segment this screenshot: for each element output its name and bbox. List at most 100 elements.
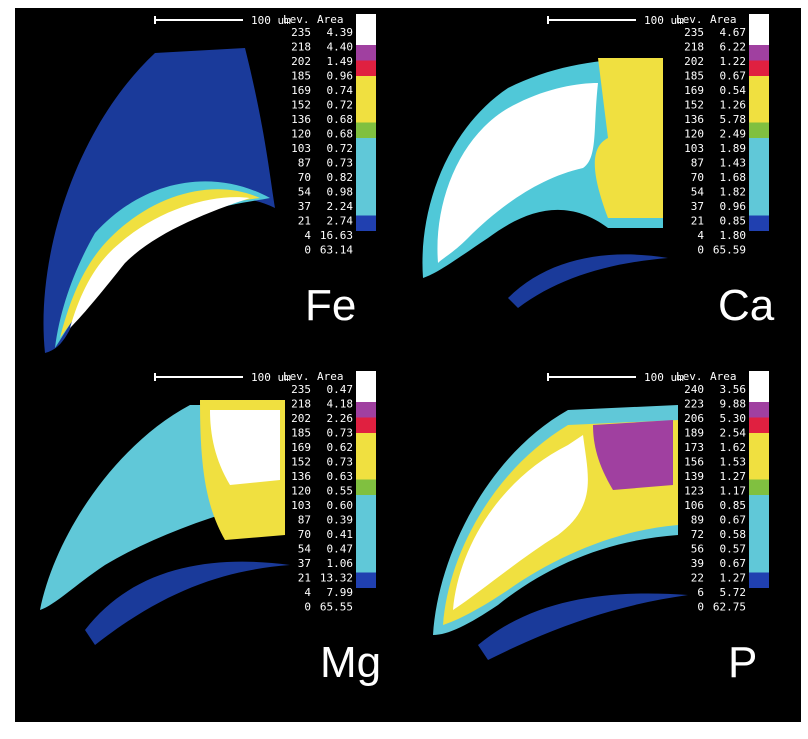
area-value: 3.56 (720, 383, 747, 396)
level-value: 169 (291, 84, 311, 97)
color-bar-segment (356, 14, 376, 30)
area-value: 0.41 (327, 528, 354, 541)
color-bar-segment (749, 526, 769, 542)
color-bar-segment (356, 231, 376, 247)
color-bar-segment (749, 14, 769, 30)
level-value: 4 (304, 229, 311, 242)
color-bar-segment (356, 387, 376, 403)
area-value: 7.99 (327, 586, 354, 599)
color-bar-segment (749, 30, 769, 46)
color-bar-segment (749, 107, 769, 123)
color-bar-segment (356, 511, 376, 527)
color-bar-segment (749, 371, 769, 387)
level-value: 185 (684, 70, 704, 83)
area-value: 65.55 (320, 601, 353, 614)
level-value: 70 (298, 171, 311, 184)
area-value: 65.59 (713, 244, 746, 257)
level-value: 21 (298, 572, 311, 585)
color-bar-segment (749, 216, 769, 232)
area-value: 2.54 (720, 427, 747, 440)
color-bar-segment (356, 200, 376, 216)
element-label: Mg (320, 638, 381, 687)
area-value: 1.27 (720, 572, 747, 585)
area-value: 1.26 (720, 99, 747, 112)
level-value: 106 (684, 499, 704, 512)
color-bar-segment (356, 464, 376, 480)
area-value: 0.73 (327, 456, 354, 469)
level-value: 37 (298, 557, 311, 570)
color-bar-segment (749, 433, 769, 449)
area-value: 1.53 (720, 456, 747, 469)
level-value: 54 (298, 186, 312, 199)
area-value: 2.26 (327, 412, 354, 425)
area-value: 2.49 (720, 128, 747, 141)
level-value: 123 (684, 485, 704, 498)
color-bar-segment (356, 123, 376, 139)
level-value: 120 (291, 485, 311, 498)
level-value: 4 (304, 586, 311, 599)
level-value: 37 (691, 200, 704, 213)
area-value: 4.39 (327, 26, 354, 39)
level-value: 139 (684, 470, 704, 483)
header-level: Lev. (283, 370, 310, 383)
level-value: 54 (298, 543, 312, 556)
area-value: 4.67 (720, 26, 747, 39)
area-value: 0.73 (327, 427, 354, 440)
area-value: 4.18 (327, 398, 354, 411)
color-bar-segment (749, 45, 769, 61)
color-bar-segment (356, 402, 376, 418)
area-value: 0.47 (327, 383, 354, 396)
color-bar-segment (356, 371, 376, 387)
level-value: 120 (684, 128, 704, 141)
color-bar-segment (356, 418, 376, 434)
level-value: 22 (691, 572, 704, 585)
color-bar-segment (356, 138, 376, 154)
area-value: 1.43 (720, 157, 747, 170)
area-value: 1.68 (720, 171, 747, 184)
level-value: 152 (291, 456, 311, 469)
area-value: 0.68 (327, 113, 354, 126)
area-value: 0.72 (327, 142, 354, 155)
color-bar-segment (749, 138, 769, 154)
area-value: 62.75 (713, 601, 746, 614)
area-value: 63.14 (320, 244, 353, 257)
figure: 100 umLev.Area2354.392184.402021.491850.… (0, 0, 808, 739)
color-bar-segment (356, 588, 376, 604)
level-value: 103 (291, 142, 311, 155)
area-value: 1.82 (720, 186, 747, 199)
color-bar-segment (749, 231, 769, 247)
level-value: 70 (298, 528, 311, 541)
area-value: 1.89 (720, 142, 747, 155)
color-bar-segment (749, 200, 769, 216)
color-bar-segment (749, 76, 769, 92)
level-value: 103 (291, 499, 311, 512)
area-value: 0.67 (720, 514, 747, 527)
area-value: 0.58 (720, 528, 747, 541)
header-area: Area (317, 370, 344, 383)
color-bar-segment (356, 542, 376, 558)
level-value: 37 (298, 200, 311, 213)
level-value: 87 (298, 514, 311, 527)
area-value: 0.68 (327, 128, 354, 141)
level-value: 223 (684, 398, 704, 411)
level-value: 235 (684, 26, 704, 39)
color-bar-segment (749, 418, 769, 434)
area-value: 0.73 (327, 157, 354, 170)
color-bar-segment (356, 433, 376, 449)
level-value: 152 (291, 99, 311, 112)
area-value: 1.49 (327, 55, 354, 68)
area-value: 6.22 (720, 41, 747, 54)
level-value: 6 (697, 586, 704, 599)
level-value: 120 (291, 128, 311, 141)
level-value: 56 (691, 543, 704, 556)
area-value: 5.30 (720, 412, 747, 425)
level-value: 21 (298, 215, 311, 228)
area-value: 2.74 (327, 215, 354, 228)
color-bar-segment (749, 154, 769, 170)
color-bar-segment (356, 480, 376, 496)
level-value: 70 (691, 171, 704, 184)
color-bar-segment (356, 154, 376, 170)
color-bar-segment (356, 216, 376, 232)
level-value: 21 (691, 215, 704, 228)
area-value: 0.47 (327, 543, 354, 556)
